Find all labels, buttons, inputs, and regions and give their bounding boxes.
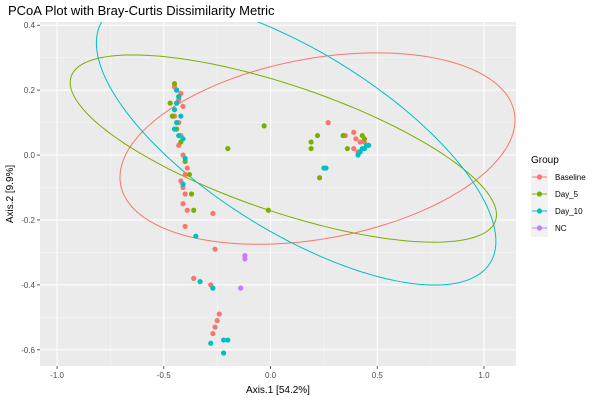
point-day-5 [171, 81, 178, 87]
point-baseline [180, 201, 186, 207]
point-baseline [216, 311, 222, 317]
point-day-5 [344, 145, 350, 152]
point-baseline [325, 120, 331, 126]
point-day-5 [188, 191, 195, 197]
point-day-10 [176, 94, 182, 100]
y-tick-label: -0.2 [21, 216, 35, 225]
point-baseline [351, 129, 357, 135]
point-baseline [212, 246, 218, 252]
point-day-10 [174, 87, 180, 93]
point-baseline [182, 191, 188, 197]
point-day-5 [308, 139, 314, 145]
point-day-5 [361, 136, 368, 142]
point-baseline [182, 223, 188, 230]
y-tick-label: -0.4 [21, 281, 35, 290]
point-day-5 [314, 132, 321, 139]
point-baseline [191, 275, 197, 281]
point-day-10 [171, 126, 178, 132]
legend-key-baseline [531, 169, 548, 186]
point-day-10 [210, 285, 216, 291]
point-day-10 [180, 136, 186, 142]
point-day-10 [208, 340, 214, 346]
point-day-10 [359, 145, 365, 152]
x-tick-label: 1.0 [478, 371, 490, 380]
point-baseline [357, 139, 363, 145]
legend-label-day-10: Day_10 [555, 207, 583, 216]
legend-key-day-10 [531, 203, 548, 220]
point-day-10 [178, 113, 184, 119]
point-day-5 [265, 207, 271, 213]
x-tick-label: 0.5 [372, 371, 384, 380]
point-nc [238, 285, 244, 291]
point-day-5 [169, 113, 175, 119]
point-baseline [353, 136, 359, 142]
point-baseline [212, 324, 218, 330]
point-day-10 [225, 337, 231, 343]
plot-panel [40, 22, 516, 366]
point-day-10 [176, 132, 182, 139]
point-day-10 [180, 181, 186, 187]
y-tick-label: 0.0 [24, 151, 36, 160]
chart-title: PCoA Plot with Bray-Curtis Dissimilarity… [8, 3, 275, 18]
point-day-10 [171, 107, 178, 113]
point-day-5 [186, 171, 193, 178]
minor-gridlines [40, 22, 516, 366]
ellipse-baseline [119, 52, 516, 245]
point-day-5 [308, 145, 314, 152]
point-baseline [210, 330, 216, 337]
point-day-5 [167, 100, 173, 106]
y-tick-label: -0.6 [21, 346, 35, 355]
point-day-10 [197, 279, 203, 285]
point-baseline [180, 103, 186, 109]
y-axis-title: Axis.2 [9.9%] [5, 165, 16, 224]
point-baseline [210, 210, 216, 217]
ellipse-day-5 [69, 54, 497, 243]
legend-label-nc: NC [555, 224, 567, 233]
point-day-10 [174, 100, 180, 106]
point-day-10 [220, 350, 227, 356]
point-day-10 [182, 155, 188, 161]
point-day-5 [340, 132, 346, 139]
legend-label-day-5: Day_5 [555, 190, 579, 199]
x-tick-label: 0.0 [265, 371, 277, 380]
legend: Group Baseline Day_5 Day_10 NC [531, 155, 586, 237]
x-tick-label: -0.5 [157, 371, 171, 380]
point-baseline [184, 165, 190, 171]
data-points [167, 81, 372, 356]
major-gridlines [40, 22, 516, 366]
legend-key-day-5 [531, 186, 548, 203]
ellipse-day-10 [95, 22, 497, 286]
point-baseline [182, 171, 188, 178]
x-axis-ticks: -1.0 -0.5 0.0 0.5 1.0 [50, 366, 490, 380]
point-day-5 [317, 175, 323, 181]
x-tick-label: -1.0 [50, 371, 64, 380]
point-day-5 [261, 123, 267, 129]
point-baseline [184, 207, 190, 213]
y-axis-ticks: -0.6 -0.4 -0.2 0.0 0.2 0.4 [21, 21, 40, 355]
point-day-10 [366, 142, 372, 148]
legend-title: Group [531, 155, 559, 166]
point-day-10 [323, 165, 329, 171]
point-day-10 [174, 120, 180, 126]
point-day-5 [191, 207, 197, 213]
point-baseline [351, 145, 357, 152]
legend-label-baseline: Baseline [555, 173, 586, 182]
y-tick-label: 0.2 [24, 86, 36, 95]
point-nc [242, 256, 248, 262]
y-tick-label: 0.4 [24, 21, 36, 30]
x-axis-title: Axis.1 [54.2%] [246, 385, 310, 396]
point-baseline [214, 317, 220, 324]
legend-key-nc [531, 220, 548, 237]
point-day-10 [193, 233, 199, 239]
confidence-ellipses [69, 22, 516, 286]
point-day-5 [225, 145, 231, 152]
point-day-10 [220, 337, 227, 343]
